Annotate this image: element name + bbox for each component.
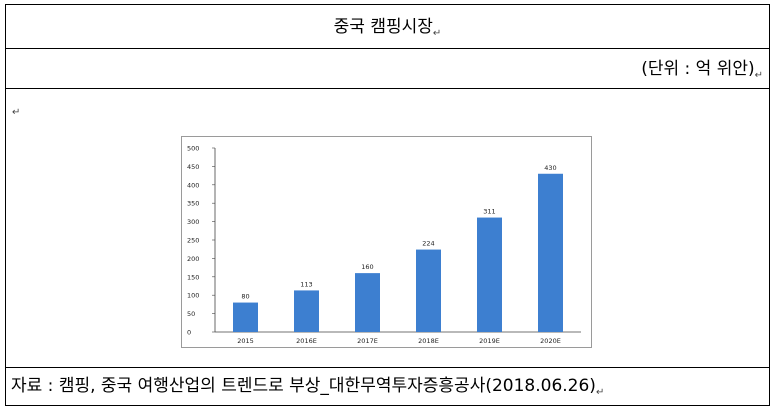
bar [477, 217, 502, 332]
x-tick-label: 2018E [418, 337, 439, 345]
y-tick-label: 0 [187, 329, 191, 337]
source-text: 자료 : 캠핑, 중국 여행산업의 트렌드로 부상_대한무역투자증흥공사(201… [11, 376, 605, 398]
x-tick-label: 2019E [479, 337, 500, 345]
chart-row: ↵ 0 50 100 150 200 250 300 350 400 450 500 80 2015 1… [6, 89, 769, 368]
data-label: 160 [361, 263, 373, 271]
paragraph-mark-icon: ↵ [595, 387, 605, 398]
data-label: 224 [422, 240, 434, 248]
title-row: 중국 캠핑시장↵ [6, 5, 769, 49]
x-tick-label: 2020E [540, 337, 561, 345]
y-tick-label: 350 [187, 200, 199, 208]
x-tick-label: 2015 [237, 337, 254, 345]
paragraph-mark-icon: ↵ [432, 28, 442, 39]
y-tick-label: 150 [187, 273, 199, 281]
chart-frame [181, 136, 592, 348]
x-tick-label: 2017E [357, 337, 378, 345]
bar [538, 173, 563, 332]
unit-row: (단위 : 억 위안)↵ [6, 49, 769, 89]
bar-chart: 0 50 100 150 200 250 300 350 400 450 500 80 2015 113… [181, 136, 592, 348]
y-tick-label: 500 [187, 145, 199, 153]
y-tick-label: 100 [187, 292, 199, 300]
bar [233, 302, 258, 332]
data-label: 311 [483, 208, 495, 216]
bar [416, 249, 441, 332]
paragraph-mark-icon: ↵ [754, 70, 763, 81]
bar [294, 290, 319, 332]
y-tick-label: 250 [187, 237, 199, 245]
source-row: 자료 : 캠핑, 중국 여행산업의 트렌드로 부상_대한무역투자증흥공사(201… [6, 368, 769, 405]
y-tick-label: 50 [187, 310, 195, 318]
data-label: 430 [544, 164, 556, 172]
data-label: 80 [241, 293, 249, 301]
data-label: 113 [300, 280, 312, 288]
y-tick-label: 450 [187, 163, 199, 171]
unit-label: (단위 : 억 위안)↵ [641, 59, 763, 81]
y-tick-label: 200 [187, 255, 199, 263]
y-tick-label: 300 [187, 218, 199, 226]
y-tick-label: 400 [187, 181, 199, 189]
paragraph-mark-icon: ↵ [12, 107, 21, 118]
info-table: 중국 캠핑시장↵ (단위 : 억 위안)↵ ↵ 0 50 100 150 200 250 3… [5, 4, 770, 406]
table-title: 중국 캠핑시장 [333, 17, 433, 37]
x-tick-label: 2016E [296, 337, 317, 345]
bar [355, 273, 380, 332]
